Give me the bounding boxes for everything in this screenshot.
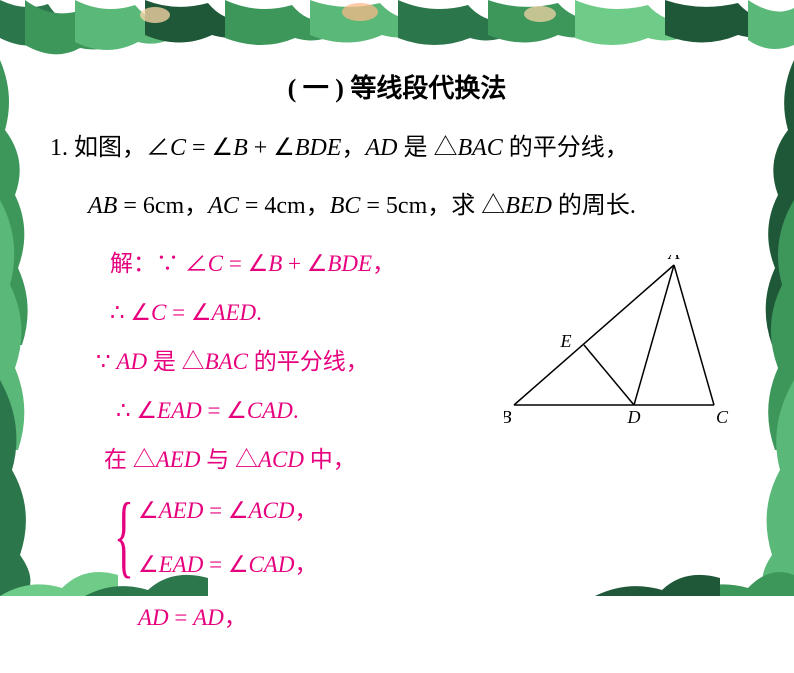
- brace-line-1: ∠AED = ∠ACD，: [138, 487, 494, 534]
- svg-text:A: A: [668, 255, 681, 263]
- solution-line-5: 在 △AED 与 △ACD 中，: [104, 436, 494, 483]
- solution-line-2: ∴ ∠C = ∠AED.: [110, 289, 494, 336]
- brace-system: { ∠AED = ∠ACD， ∠EAD = ∠CAD， AD = AD，: [110, 487, 494, 640]
- svg-text:B: B: [504, 407, 512, 427]
- solution-line-1: 解：∵ ∠C = ∠B + ∠BDE，: [110, 240, 494, 287]
- brace-line-3: AD = AD，: [138, 594, 494, 641]
- section-title: ( 一 ) 等线段代换法: [50, 68, 744, 105]
- brace-line-2: ∠EAD = ∠CAD，: [138, 541, 494, 588]
- left-brace-icon: {: [114, 489, 134, 581]
- triangle-diagram: B D C A E: [504, 255, 734, 435]
- svg-text:E: E: [560, 331, 572, 351]
- solution-line-3: ∵ AD 是 △BAC 的平分线，: [96, 338, 494, 385]
- svg-text:C: C: [716, 407, 729, 427]
- solution-line-4: ∴ ∠EAD = ∠CAD.: [116, 387, 494, 434]
- problem-line-2: AB = 6cm，AC = 4cm，BC = 5cm，求 △BED 的周长.: [50, 181, 744, 231]
- slide-content: ( 一 ) 等线段代换法 1. 如图，∠C = ∠B + ∠BDE，AD 是 △…: [0, 0, 794, 673]
- svg-text:D: D: [627, 407, 641, 427]
- problem-line-1: 1. 如图，∠C = ∠B + ∠BDE，AD 是 △BAC 的平分线，: [50, 123, 744, 173]
